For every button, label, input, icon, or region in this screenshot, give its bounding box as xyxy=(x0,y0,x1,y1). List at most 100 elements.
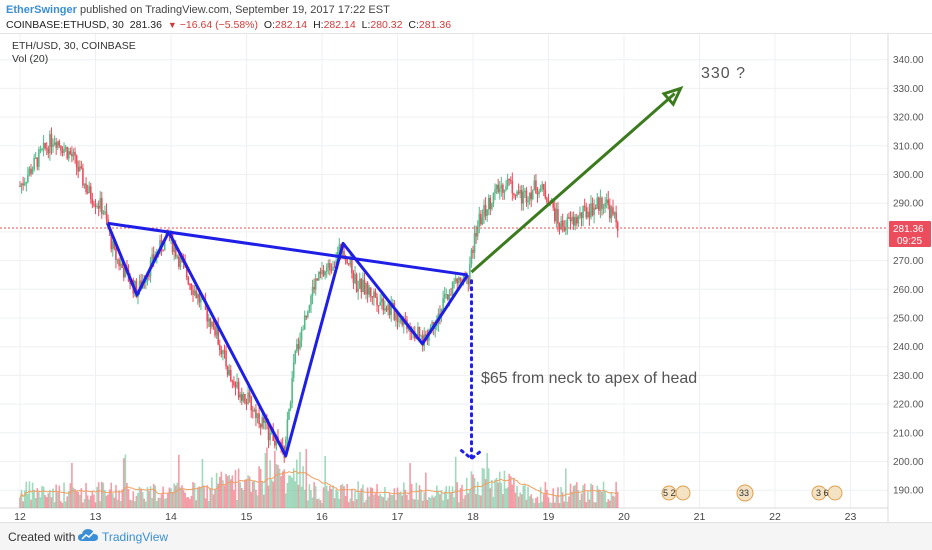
candle-body xyxy=(206,309,208,322)
author-link[interactable]: EtherSwinger xyxy=(6,4,77,16)
volume-bar xyxy=(267,485,270,508)
price-axis[interactable]: 340.00330.00320.00310.00300.00290.00280.… xyxy=(893,55,924,497)
volume-bar xyxy=(607,499,610,508)
candle-body xyxy=(524,190,526,192)
volume-bar xyxy=(250,491,253,508)
volume-bar xyxy=(464,495,466,508)
volume-bar xyxy=(89,495,92,508)
volume-bar xyxy=(240,487,243,508)
volume-bar xyxy=(187,496,190,508)
candle-body xyxy=(376,296,378,306)
candle-body xyxy=(531,190,534,200)
volume-bar xyxy=(200,487,202,508)
candle-body xyxy=(593,207,595,216)
time-axis[interactable]: 12 13 14 15 16 17 18 19 20 21 22 23 xyxy=(14,511,856,522)
volume-bar xyxy=(214,489,216,508)
chart-area[interactable]: 340.00330.00320.00310.00300.00290.00280.… xyxy=(0,34,932,522)
volume-bar xyxy=(75,490,78,508)
volume-bar xyxy=(129,499,131,508)
volume-bar xyxy=(115,485,117,508)
candle-body xyxy=(162,250,164,252)
candle-body xyxy=(234,385,237,388)
volume-bar xyxy=(393,488,396,508)
volume-bar xyxy=(371,487,374,508)
candle-body xyxy=(209,318,212,327)
volume-bar xyxy=(283,469,286,508)
event-marker-1[interactable]: 5 2 xyxy=(661,485,691,501)
candle-body xyxy=(497,184,499,193)
time-tick-label: 12 xyxy=(14,511,26,522)
volume-bar xyxy=(368,496,370,508)
candle-body xyxy=(480,213,482,225)
volume-bar xyxy=(352,501,355,508)
tradingview-link[interactable]: TradingView xyxy=(102,530,169,544)
candle-body xyxy=(601,197,603,209)
volume-bar xyxy=(590,483,592,508)
measure-arrow-head-icon xyxy=(459,449,483,461)
volume-bar xyxy=(550,502,553,508)
event-marker-3[interactable]: 3 6 xyxy=(811,485,843,501)
candle-body xyxy=(360,278,363,293)
volume-bar xyxy=(549,502,551,508)
candle-body xyxy=(75,155,78,167)
volume-bar xyxy=(288,475,290,508)
candle-body xyxy=(195,290,197,299)
volume-bar xyxy=(542,494,545,508)
event-marker-2[interactable]: 33 xyxy=(736,484,754,502)
candle-body xyxy=(388,304,391,315)
volume-bar xyxy=(245,479,248,508)
volume-bar xyxy=(439,494,441,508)
volume-bar xyxy=(612,495,614,508)
volume-bar xyxy=(494,479,496,508)
candle-body xyxy=(91,199,94,205)
candle-body xyxy=(258,413,260,425)
volume-bar xyxy=(561,492,564,508)
volume-bar xyxy=(354,490,356,508)
candle-body xyxy=(442,298,444,309)
volume-bar xyxy=(281,471,284,508)
price-chart[interactable]: 340.00330.00320.00310.00300.00290.00280.… xyxy=(0,34,932,522)
volume-bar xyxy=(341,483,344,508)
candle-body xyxy=(244,394,246,403)
candle-body xyxy=(251,410,254,412)
volume-bar xyxy=(594,502,597,508)
volume-bar xyxy=(231,475,234,508)
volume-bar xyxy=(135,495,138,508)
time-tick-label: 21 xyxy=(694,511,706,522)
volume-bar xyxy=(377,495,380,508)
candle-body xyxy=(240,394,243,401)
candle-body xyxy=(300,329,303,341)
time-tick-label: 17 xyxy=(392,511,404,522)
candle-body xyxy=(448,294,451,300)
measure-arrow xyxy=(459,279,483,461)
candle-body xyxy=(30,168,32,174)
volume-bar xyxy=(505,488,507,508)
tradingview-cloud-icon[interactable] xyxy=(78,528,98,544)
candle-body xyxy=(447,294,449,300)
candle-body xyxy=(602,207,605,209)
candle-body xyxy=(53,142,56,145)
volume-bar xyxy=(280,476,282,508)
volume-bar xyxy=(459,488,462,508)
candle-body xyxy=(78,166,81,172)
volume-bar xyxy=(426,499,429,508)
candle-body xyxy=(579,212,581,216)
volume-ma-line xyxy=(19,470,618,498)
candle-body xyxy=(152,254,155,262)
candle-body xyxy=(553,207,556,222)
volume-bar xyxy=(292,468,295,508)
volume-bar xyxy=(218,476,221,508)
candle-body xyxy=(187,277,190,284)
volume-bar xyxy=(41,486,43,508)
candle-body xyxy=(66,147,68,159)
volume-bar xyxy=(615,481,617,508)
candle-body xyxy=(19,185,21,187)
candle-body xyxy=(296,344,298,351)
candle-body xyxy=(96,205,98,207)
volume-bar xyxy=(395,499,397,508)
volume-bar xyxy=(498,471,501,508)
volume-bar xyxy=(369,487,372,508)
close-label: C: xyxy=(408,19,419,31)
volume-bar xyxy=(82,502,84,508)
candle-body xyxy=(362,279,364,293)
